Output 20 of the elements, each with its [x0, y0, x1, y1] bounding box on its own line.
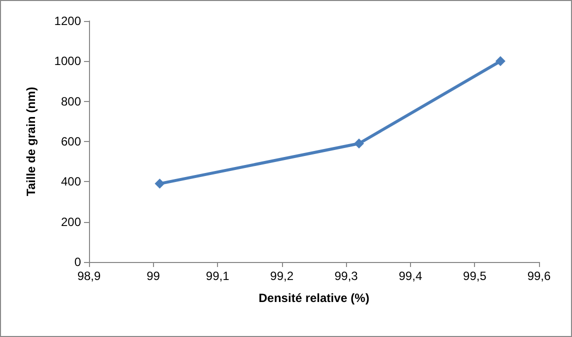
- y-tick-label: 1200: [54, 14, 82, 28]
- y-tick-label: 1000: [54, 54, 82, 68]
- y-tick-label: 800: [60, 94, 82, 108]
- x-tick-label: 99: [146, 269, 160, 283]
- x-tick-label: 99,3: [334, 269, 358, 283]
- y-tick-label: 400: [60, 174, 82, 189]
- y-tick-label: 0: [74, 255, 82, 269]
- x-tick-label: 99,6: [527, 269, 551, 283]
- y-tick-label: 600: [60, 134, 82, 148]
- x-tick-label: 99,2: [270, 269, 294, 283]
- point: [495, 56, 506, 66]
- x-tick-label: 98,9: [77, 269, 101, 283]
- y-tick-label: 200: [60, 214, 82, 229]
- point: [354, 138, 364, 149]
- x-tick-label: 99,5: [463, 269, 487, 283]
- x-tick-label: 99,1: [206, 269, 230, 283]
- point: [154, 178, 165, 189]
- x-tick-label: 99,4: [398, 269, 422, 283]
- x-axis-title: Densité relative (%): [258, 291, 370, 305]
- y-axis-title: Taille de grain (nm): [24, 86, 38, 196]
